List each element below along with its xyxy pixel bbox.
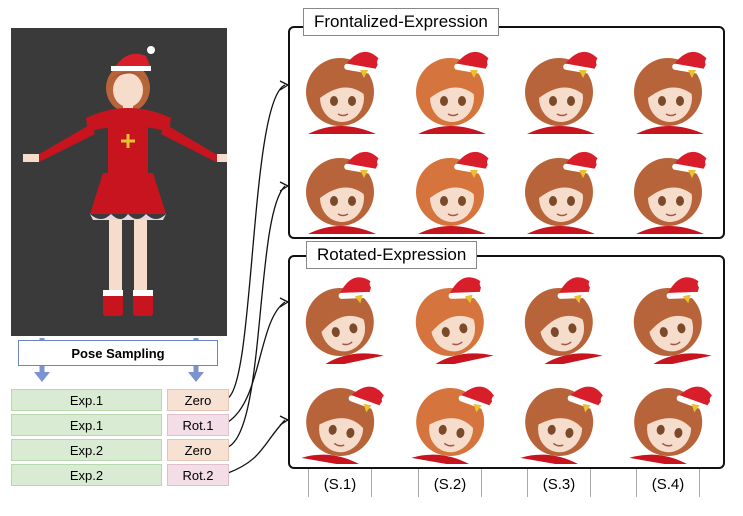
face-thumbnail-r3-c3 xyxy=(509,268,609,364)
face-thumbnail-r2-c1 xyxy=(290,138,390,234)
face-thumbnail-r4-c2 xyxy=(400,368,500,464)
expression-cell-4: Exp.2 xyxy=(11,464,162,486)
face-thumbnail-r2-c3 xyxy=(509,138,609,234)
expression-cell-2: Exp.1 xyxy=(11,414,162,436)
caption-s4: (S.4) xyxy=(651,476,685,493)
frontalized-expression-title: Frontalized-Expression xyxy=(303,8,499,36)
rotated-expression-title: Rotated-Expression xyxy=(306,241,478,269)
character-render-panel xyxy=(11,28,227,336)
caption-s2: (S.2) xyxy=(433,476,467,493)
rotation-cell-3: Zero xyxy=(167,439,229,461)
character-figure xyxy=(23,46,227,316)
face-thumbnail-r4-c3 xyxy=(509,368,609,464)
rotation-cell-2: Rot.1 xyxy=(167,414,229,436)
face-thumbnail-r1-c2 xyxy=(400,38,500,134)
expression-cell-3: Exp.2 xyxy=(11,439,162,461)
face-thumbnail-r2-c2 xyxy=(400,138,500,234)
expression-cell-1: Exp.1 xyxy=(11,389,162,411)
face-thumbnail-r1-c1 xyxy=(290,38,390,134)
face-thumbnail-r2-c4 xyxy=(618,138,718,234)
caption-s3: (S.3) xyxy=(542,476,576,493)
pose-sampling-box: Pose Sampling xyxy=(18,340,218,366)
caption-s1: (S.1) xyxy=(323,476,357,493)
face-thumbnail-r1-c3 xyxy=(509,38,609,134)
face-thumbnail-r3-c1 xyxy=(290,268,390,364)
face-thumbnail-r4-c1 xyxy=(290,368,390,464)
face-thumbnail-r1-c4 xyxy=(618,38,718,134)
rotation-cell-1: Zero xyxy=(167,389,229,411)
face-thumbnail-r4-c4 xyxy=(618,368,718,464)
rotation-cell-4: Rot.2 xyxy=(167,464,229,486)
face-thumbnail-r3-c4 xyxy=(618,268,718,364)
face-thumbnail-r3-c2 xyxy=(400,268,500,364)
